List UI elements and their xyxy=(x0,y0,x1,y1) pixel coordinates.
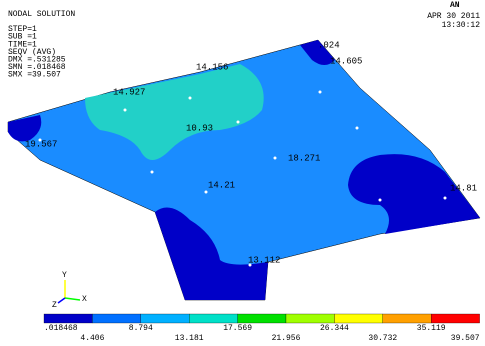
header-line: DMX =.531285 xyxy=(8,56,66,65)
contour-label: 14.81 xyxy=(450,183,477,193)
legend-swatch xyxy=(189,313,238,324)
axis-x: X xyxy=(82,295,87,304)
contour-label: 14.605 xyxy=(330,56,362,66)
legend-label: 35.119 xyxy=(417,324,446,333)
legend-swatch xyxy=(431,313,480,324)
date: APR 30 2011 xyxy=(427,12,480,21)
contour-label: 10.93 xyxy=(186,123,213,133)
header-line: TIME=1 xyxy=(8,40,37,49)
legend-label: 26.344 xyxy=(320,324,349,333)
legend-swatch xyxy=(140,313,190,324)
legend-swatch xyxy=(285,313,335,324)
header-line: SMN =.018468 xyxy=(8,63,66,72)
logo: AN xyxy=(450,1,460,10)
header-line: STEP=1 xyxy=(8,25,37,34)
legend-label: 4.406 xyxy=(80,334,104,343)
region-light xyxy=(85,64,264,160)
contour-label: 14.927 xyxy=(113,87,145,97)
legend: .018468 8.794 17.569 26.344 35.119 4.406 13.18… xyxy=(43,313,480,343)
header-title: NODAL SOLUTION xyxy=(8,10,75,19)
contour-label: 18.271 xyxy=(288,153,320,163)
legend-swatch xyxy=(382,313,432,324)
legend-swatch xyxy=(237,313,287,324)
legend-label: 21.956 xyxy=(272,334,301,343)
contour-label: 13.112 xyxy=(248,255,280,265)
header-line: SUB =1 xyxy=(8,33,37,42)
header-line: SEQV (AVG) xyxy=(8,48,56,57)
nodes xyxy=(38,90,447,267)
legend-label: 13.181 xyxy=(175,334,204,343)
legend-swatch xyxy=(334,313,383,324)
contour-label: 14.156 xyxy=(196,62,228,72)
region-dark xyxy=(8,115,42,142)
triad: Y X Z xyxy=(52,271,87,310)
legend-label: 30.732 xyxy=(368,334,397,343)
header-line: SMX =39.507 xyxy=(8,71,61,80)
region-dark xyxy=(155,207,268,300)
plot-labels: .024 14.605 14.156 14.927 10.93 19.567 18.271 1… xyxy=(25,40,477,265)
axis-y: Y xyxy=(62,271,67,280)
legend-label: 8.794 xyxy=(129,324,153,333)
legend-label: 39.507 xyxy=(451,334,480,343)
contour-label: 19.567 xyxy=(25,139,57,149)
region-dark xyxy=(348,154,480,234)
region-dark xyxy=(300,40,335,65)
contour-label: 14.21 xyxy=(208,180,235,190)
contour-label: .024 xyxy=(318,40,340,50)
legend-swatch xyxy=(43,313,93,324)
legend-label: 17.569 xyxy=(223,324,252,333)
axis-z: Z xyxy=(52,301,57,310)
model xyxy=(7,39,481,301)
legend-swatch xyxy=(92,313,141,324)
time: 13:30:12 xyxy=(442,21,481,30)
legend-label: .018468 xyxy=(44,324,78,333)
